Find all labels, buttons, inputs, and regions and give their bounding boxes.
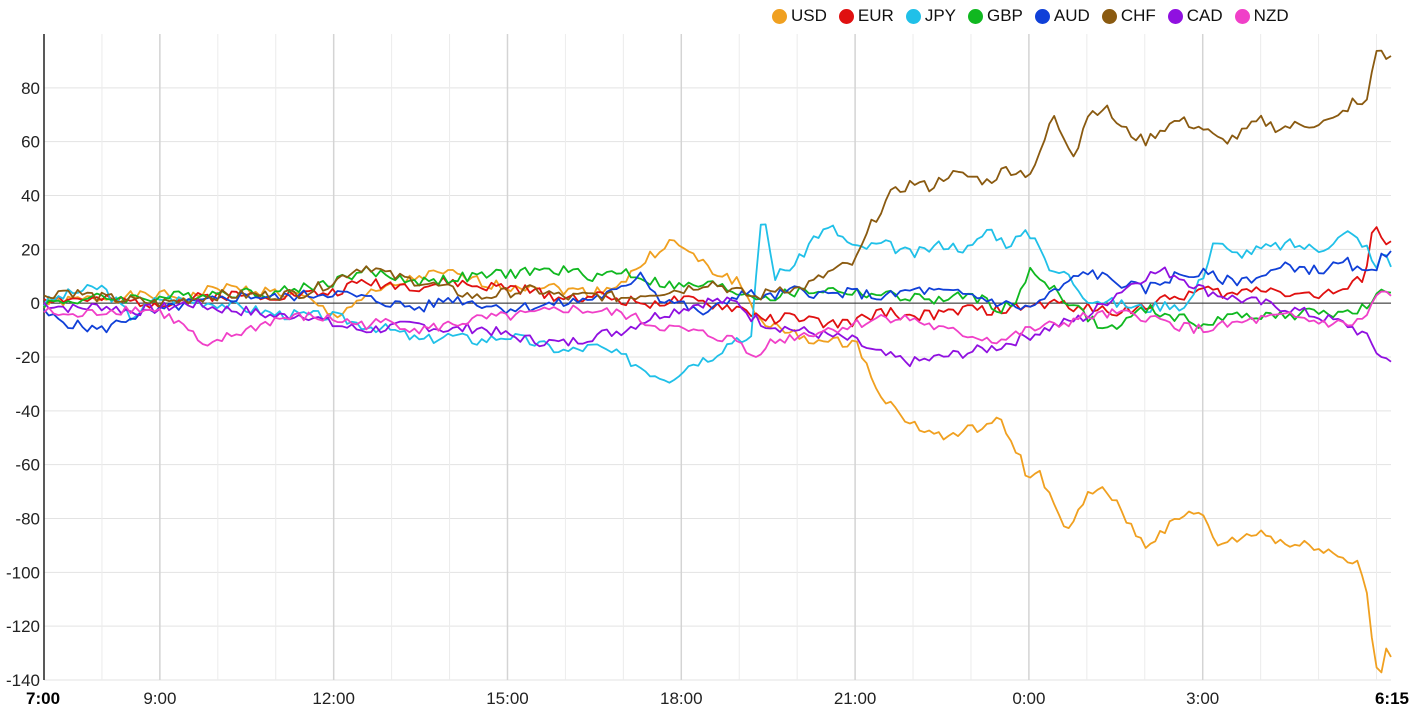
series-line-chf: [43, 49, 1392, 308]
legend-item-eur[interactable]: EUR: [838, 6, 894, 26]
y-tick-label: 80: [21, 79, 40, 98]
x-tick-label: 7:00: [26, 689, 60, 708]
legend-item-nzd[interactable]: NZD: [1234, 6, 1289, 26]
legend-label: JPY: [924, 6, 956, 25]
y-tick-label: -20: [15, 348, 40, 367]
y-tick-label: 0: [31, 294, 40, 313]
y-tick-label: -60: [15, 456, 40, 475]
legend-label: USD: [791, 6, 827, 25]
series-line-jpy: [43, 223, 1392, 384]
legend-item-cad[interactable]: CAD: [1167, 6, 1223, 26]
x-tick-label: 15:00: [486, 689, 529, 708]
legend-item-usd[interactable]: USD: [772, 6, 827, 26]
legend-item-aud[interactable]: AUD: [1034, 6, 1090, 26]
y-tick-label: -140: [6, 671, 40, 690]
series-line-cad: [43, 266, 1392, 368]
series-line-nzd: [43, 290, 1392, 358]
legend-item-gbp[interactable]: GBP: [968, 6, 1023, 26]
legend-label: CHF: [1120, 6, 1156, 25]
legend-label: CAD: [1186, 6, 1223, 25]
x-tick-label: 21:00: [834, 689, 877, 708]
x-tick-label: 12:00: [312, 689, 355, 708]
y-tick-label: -100: [6, 563, 40, 582]
legend-swatch: [772, 8, 787, 24]
legend-swatch: [905, 8, 921, 24]
legend-label: NZD: [1253, 6, 1289, 25]
legend-item-chf[interactable]: CHF: [1101, 6, 1156, 26]
legend-swatch: [968, 8, 983, 24]
legend-label: GBP: [987, 6, 1023, 25]
legend-swatch: [1167, 8, 1183, 24]
y-tick-label: -80: [15, 510, 40, 529]
legend: USD EUR JPY GBP AUD CHF CAD NZD: [772, 4, 1301, 28]
x-tick-label: 3:00: [1186, 689, 1219, 708]
x-tick-label: 9:00: [143, 689, 176, 708]
series-line-usd: [43, 238, 1392, 674]
x-tick-label: 18:00: [660, 689, 703, 708]
x-tick-label: 6:15: [1375, 689, 1409, 708]
y-tick-label: 20: [21, 240, 40, 259]
legend-swatch: [1234, 8, 1250, 24]
y-tick-label: -120: [6, 617, 40, 636]
legend-swatch: [838, 8, 854, 24]
legend-swatch: [1101, 8, 1117, 24]
legend-item-jpy[interactable]: JPY: [905, 6, 956, 26]
y-tick-label: 40: [21, 187, 40, 206]
legend-label: EUR: [857, 6, 894, 25]
legend-label: AUD: [1053, 6, 1090, 25]
legend-swatch: [1034, 8, 1050, 24]
y-tick-label: 60: [21, 133, 40, 152]
x-tick-label: 0:00: [1012, 689, 1045, 708]
y-tick-label: -40: [15, 402, 40, 421]
